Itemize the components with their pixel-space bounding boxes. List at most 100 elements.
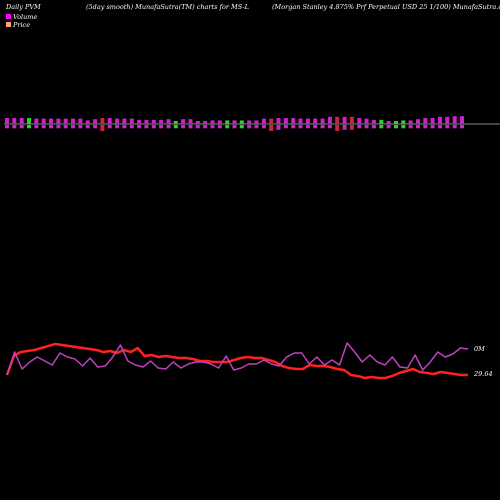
pvm-bar-up <box>49 118 53 124</box>
pvm-bar-down <box>320 125 325 129</box>
pvm-bar-up <box>93 119 98 124</box>
pvm-bar-up <box>78 118 83 124</box>
pvm-bar-up <box>416 119 420 124</box>
volume-axis-label: 0M <box>474 345 485 353</box>
price-axis-label: 29.64 <box>473 370 493 378</box>
pvm-bar-up <box>261 118 266 124</box>
legend-label-volume: Volume <box>13 13 37 21</box>
pvm-bar-down <box>151 125 156 129</box>
pvm-bar-down <box>159 125 164 129</box>
pvm-bar-up <box>313 118 318 124</box>
pvm-bar-down <box>349 125 354 130</box>
pvm-bar-down <box>283 125 288 129</box>
pvm-bar-up <box>408 120 413 124</box>
pvm-bar-down <box>188 125 193 129</box>
pvm-bar-up <box>63 118 68 124</box>
pvm-bar-up <box>173 121 178 124</box>
pvm-bar-up <box>460 116 464 124</box>
pvm-bar-up <box>100 118 105 124</box>
pvm-bar-up <box>115 118 120 124</box>
pvm-bar-up <box>283 118 288 124</box>
pvm-bar-up <box>85 120 90 124</box>
pvm-bar-down <box>269 125 274 131</box>
legend-label-price: Price <box>12 21 30 29</box>
pvm-bar-down <box>217 125 222 129</box>
pvm-bar-up <box>254 120 259 124</box>
pvm-bar-down <box>239 125 244 129</box>
price-volume-lines <box>5 342 469 380</box>
pvm-bar-up <box>371 119 376 124</box>
pvm-bar-up <box>247 120 252 124</box>
pvm-bar-down <box>401 125 406 129</box>
pvm-bar-up <box>19 118 24 124</box>
pvm-bar-down <box>71 125 75 129</box>
title-left: Daily PVM <box>5 3 41 11</box>
pvm-bar-down <box>408 125 413 129</box>
pvm-bar-down <box>225 125 230 129</box>
pvm-bar-down <box>144 125 149 129</box>
pvm-bar-down <box>122 125 127 129</box>
pvm-bar-down <box>298 125 303 129</box>
pvm-bar-up <box>423 118 428 124</box>
pvm-bar-up <box>41 118 46 124</box>
pvm-bar-up <box>151 119 156 124</box>
pvm-bar-up <box>335 116 340 124</box>
pvm-bar-down <box>305 125 310 129</box>
pvm-bar-up <box>379 119 384 124</box>
pvm-bar-up <box>349 116 354 124</box>
pvm-bar-up <box>5 118 9 124</box>
pvm-bar-down <box>100 125 105 131</box>
pvm-bar-down <box>291 125 296 129</box>
pvm-bar-up <box>291 118 296 124</box>
pvm-bar-up <box>445 116 450 124</box>
pvm-bar-up <box>195 121 200 124</box>
pvm-bar-up <box>327 116 332 124</box>
pvm-bar-down <box>34 125 39 129</box>
pvm-bar-up <box>320 118 325 124</box>
pvm-bar-down <box>93 125 98 129</box>
pvm-bar-up <box>364 118 369 124</box>
pvm-bar-down <box>452 125 457 129</box>
pvm-bar-down <box>27 125 31 129</box>
pvm-bar-up <box>239 120 244 124</box>
pvm-bar-down <box>166 125 171 129</box>
pvm-bar-down <box>210 125 215 129</box>
pvm-bar-down <box>107 125 112 129</box>
pvm-bar-up <box>225 120 230 124</box>
pvm-bar-up <box>276 118 281 124</box>
title-right: (Morgan Stanley 4.875% Prf Perpetual USD… <box>272 3 500 11</box>
pvm-bar-down <box>63 125 68 129</box>
pvm-bar-down <box>423 125 428 129</box>
pvm-bar-up <box>56 118 61 124</box>
pvm-bar-down <box>357 125 362 129</box>
pvm-bars <box>5 116 464 131</box>
pvm-bar-up <box>342 116 347 124</box>
pvm-bar-down <box>261 125 266 129</box>
title-middle: (5day smooth) MunafaSutra(TM) charts for… <box>86 3 249 11</box>
pvm-bar-up <box>430 118 435 124</box>
pvm-bar-up <box>210 120 215 124</box>
pvm-bar-down <box>181 125 186 129</box>
pvm-bar-down <box>342 125 347 130</box>
pvm-bar-up <box>217 120 222 124</box>
pvm-bar-down <box>173 125 178 129</box>
pvm-bar-up <box>232 120 237 124</box>
pvm-bar-down <box>394 125 398 129</box>
pvm-bar-up <box>203 121 208 124</box>
pvm-bar-down <box>335 125 340 131</box>
pvm-bar-up <box>394 121 398 124</box>
pvm-bar-up <box>27 118 31 124</box>
pvm-bar-down <box>327 125 332 129</box>
pvm-bar-up <box>122 118 127 124</box>
pvm-bar-down <box>41 125 46 129</box>
legend-swatch-price <box>6 22 11 27</box>
pvm-bar-down <box>56 125 61 129</box>
pvm-bar-up <box>71 118 75 124</box>
pvm-bar-down <box>276 125 281 130</box>
pvm-bar-down <box>203 125 208 129</box>
pvm-bar-down <box>386 125 391 129</box>
series-line-price <box>5 342 468 380</box>
pvm-bar-up <box>298 118 303 124</box>
